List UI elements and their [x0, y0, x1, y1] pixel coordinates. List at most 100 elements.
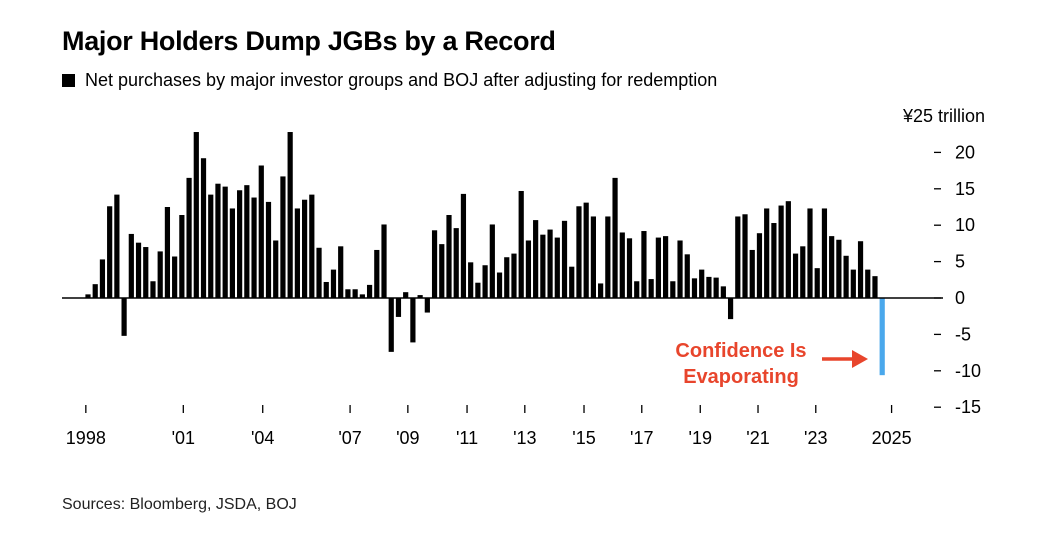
bar — [648, 279, 654, 298]
bar — [417, 295, 423, 298]
bar — [792, 253, 799, 298]
arrow-right-icon — [822, 350, 868, 368]
y-tick-label: 0 — [955, 288, 965, 308]
bar — [359, 294, 365, 298]
bar — [540, 234, 546, 298]
bar — [561, 220, 568, 298]
bar — [410, 298, 416, 343]
bar — [533, 220, 539, 298]
bar — [229, 208, 235, 298]
bar — [237, 190, 243, 298]
bar — [244, 185, 250, 298]
bar — [251, 197, 257, 298]
bar — [388, 298, 394, 352]
bar — [215, 183, 221, 298]
bar — [778, 205, 784, 298]
bar — [114, 194, 120, 298]
bar — [179, 215, 185, 298]
bar — [186, 177, 192, 298]
y-tick-label: -10 — [955, 361, 981, 381]
bar — [200, 158, 207, 298]
x-tick-label: '15 — [572, 428, 595, 448]
bar — [208, 194, 214, 298]
bar — [395, 298, 402, 317]
bar — [431, 230, 438, 298]
bar — [684, 254, 690, 298]
x-tick-label: 1998 — [66, 428, 106, 448]
bar — [742, 214, 748, 298]
bar — [345, 289, 351, 298]
bar — [157, 251, 163, 298]
bar — [475, 282, 481, 298]
bar — [518, 190, 524, 298]
bar — [482, 265, 488, 298]
bar — [439, 244, 445, 298]
bar — [771, 223, 777, 298]
x-tick-label: '19 — [689, 428, 712, 448]
bar — [836, 239, 842, 298]
x-tick-label: 2025 — [872, 428, 912, 448]
bar — [273, 240, 279, 298]
bar — [720, 286, 726, 298]
legend-label: Net purchases by major investor groups a… — [85, 70, 718, 90]
bar — [785, 201, 791, 298]
chart-title: Major Holders Dump JGBs by a Record — [62, 26, 556, 56]
bar — [569, 266, 575, 298]
bar — [143, 247, 149, 298]
bar — [309, 194, 315, 298]
bar — [460, 193, 467, 298]
bar — [302, 199, 308, 298]
y-tick-label: -5 — [955, 324, 971, 344]
annotation-line1: Confidence Is — [675, 340, 806, 362]
bar — [612, 177, 618, 298]
legend: Net purchases by major investor groups a… — [62, 70, 717, 91]
bar — [749, 249, 755, 298]
y-tick-label: 20 — [955, 142, 975, 162]
bar — [821, 208, 828, 298]
annotation: Confidence Is Evaporating — [675, 340, 868, 388]
bar — [713, 277, 719, 298]
bar — [92, 284, 98, 298]
bar — [865, 269, 871, 298]
bar — [504, 257, 510, 298]
bar-highlight — [879, 298, 885, 376]
bar — [735, 216, 741, 298]
bar — [468, 262, 474, 298]
bar — [590, 216, 596, 298]
bar — [634, 281, 640, 298]
bar — [857, 241, 864, 298]
bar — [366, 284, 373, 298]
bar — [172, 256, 178, 298]
bar — [496, 272, 503, 298]
bar — [511, 253, 517, 298]
bar — [872, 276, 878, 298]
x-tick-label: '07 — [338, 428, 361, 448]
bar — [258, 165, 264, 298]
bar — [691, 278, 698, 298]
bar — [670, 281, 676, 298]
bar — [287, 132, 293, 298]
source-note: Sources: Bloomberg, JSDA, BOJ — [62, 496, 297, 513]
bar — [605, 216, 611, 298]
bar — [727, 298, 734, 320]
bar — [135, 242, 142, 298]
bar — [547, 229, 553, 298]
y-tick-label: 15 — [955, 179, 975, 199]
bar — [222, 186, 228, 298]
bar — [626, 238, 633, 298]
bar — [352, 289, 358, 298]
bar — [655, 237, 661, 298]
bar — [850, 269, 856, 298]
bar — [677, 240, 683, 298]
y-tick-label: -15 — [955, 397, 981, 417]
bar — [576, 206, 582, 298]
bar — [338, 246, 344, 298]
y-axis-unit-label: ¥25 trillion — [902, 106, 985, 126]
bar — [525, 240, 532, 298]
bar — [583, 202, 589, 298]
bar — [663, 236, 669, 298]
bar — [807, 208, 813, 298]
bar — [829, 236, 835, 298]
x-tick-label: '04 — [251, 428, 274, 448]
